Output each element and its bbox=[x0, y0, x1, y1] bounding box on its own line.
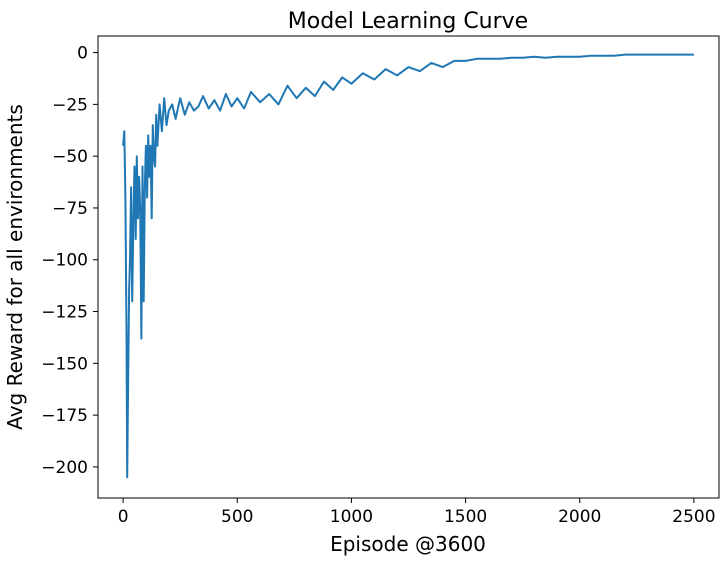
y-tick-label: −200 bbox=[41, 458, 88, 478]
reward-series-line bbox=[122, 53, 694, 479]
y-tick-label: 0 bbox=[77, 44, 88, 64]
series-layer bbox=[122, 53, 694, 479]
x-tick-label: 1000 bbox=[330, 507, 373, 527]
y-tick-label: −150 bbox=[41, 354, 88, 374]
x-tick-label: 1500 bbox=[444, 507, 487, 527]
chart-title: Model Learning Curve bbox=[288, 9, 528, 34]
y-tick-label: −175 bbox=[41, 406, 88, 426]
x-tick-label: 2500 bbox=[672, 507, 715, 527]
plot-area: 0 500 1000 1500 2000 2500 0 −25 −50 −75 −100 −125 −… bbox=[41, 35, 720, 527]
y-tick-label: −125 bbox=[41, 303, 88, 323]
y-axis-title: Avg Reward for all environments bbox=[3, 104, 27, 430]
x-axis-title: Episode @3600 bbox=[330, 532, 486, 556]
plot-frame bbox=[97, 35, 720, 499]
x-axis-ticks: 0 500 1000 1500 2000 2500 bbox=[118, 498, 716, 527]
y-tick-label: −50 bbox=[52, 147, 88, 167]
y-tick-label: −25 bbox=[52, 95, 88, 115]
y-tick-label: −100 bbox=[41, 251, 88, 271]
y-tick-label: −75 bbox=[52, 199, 88, 219]
x-tick-label: 0 bbox=[118, 507, 129, 527]
x-tick-label: 500 bbox=[221, 507, 253, 527]
y-axis-ticks: 0 −25 −50 −75 −100 −125 −150 −175 −200 bbox=[41, 44, 98, 478]
x-tick-label: 2000 bbox=[558, 507, 601, 527]
